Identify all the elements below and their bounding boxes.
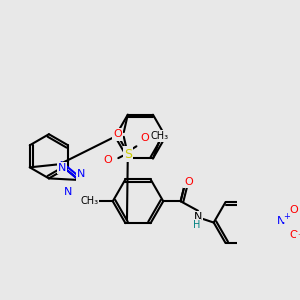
Text: O: O [113, 130, 122, 140]
Text: S: S [124, 148, 132, 161]
Text: N: N [77, 169, 86, 179]
Text: N: N [58, 163, 66, 173]
Text: O: O [103, 155, 112, 165]
Text: O: O [290, 205, 298, 215]
Text: N: N [194, 212, 202, 222]
Text: CH₃: CH₃ [80, 196, 98, 206]
Text: N: N [278, 216, 286, 226]
Text: O: O [184, 176, 193, 187]
Text: O: O [140, 133, 149, 142]
Text: +: + [284, 212, 290, 221]
Text: N: N [64, 187, 72, 197]
Text: ⁻: ⁻ [297, 232, 300, 242]
Text: H: H [193, 220, 200, 230]
Text: CH₃: CH₃ [150, 131, 168, 141]
Text: O: O [289, 230, 298, 240]
